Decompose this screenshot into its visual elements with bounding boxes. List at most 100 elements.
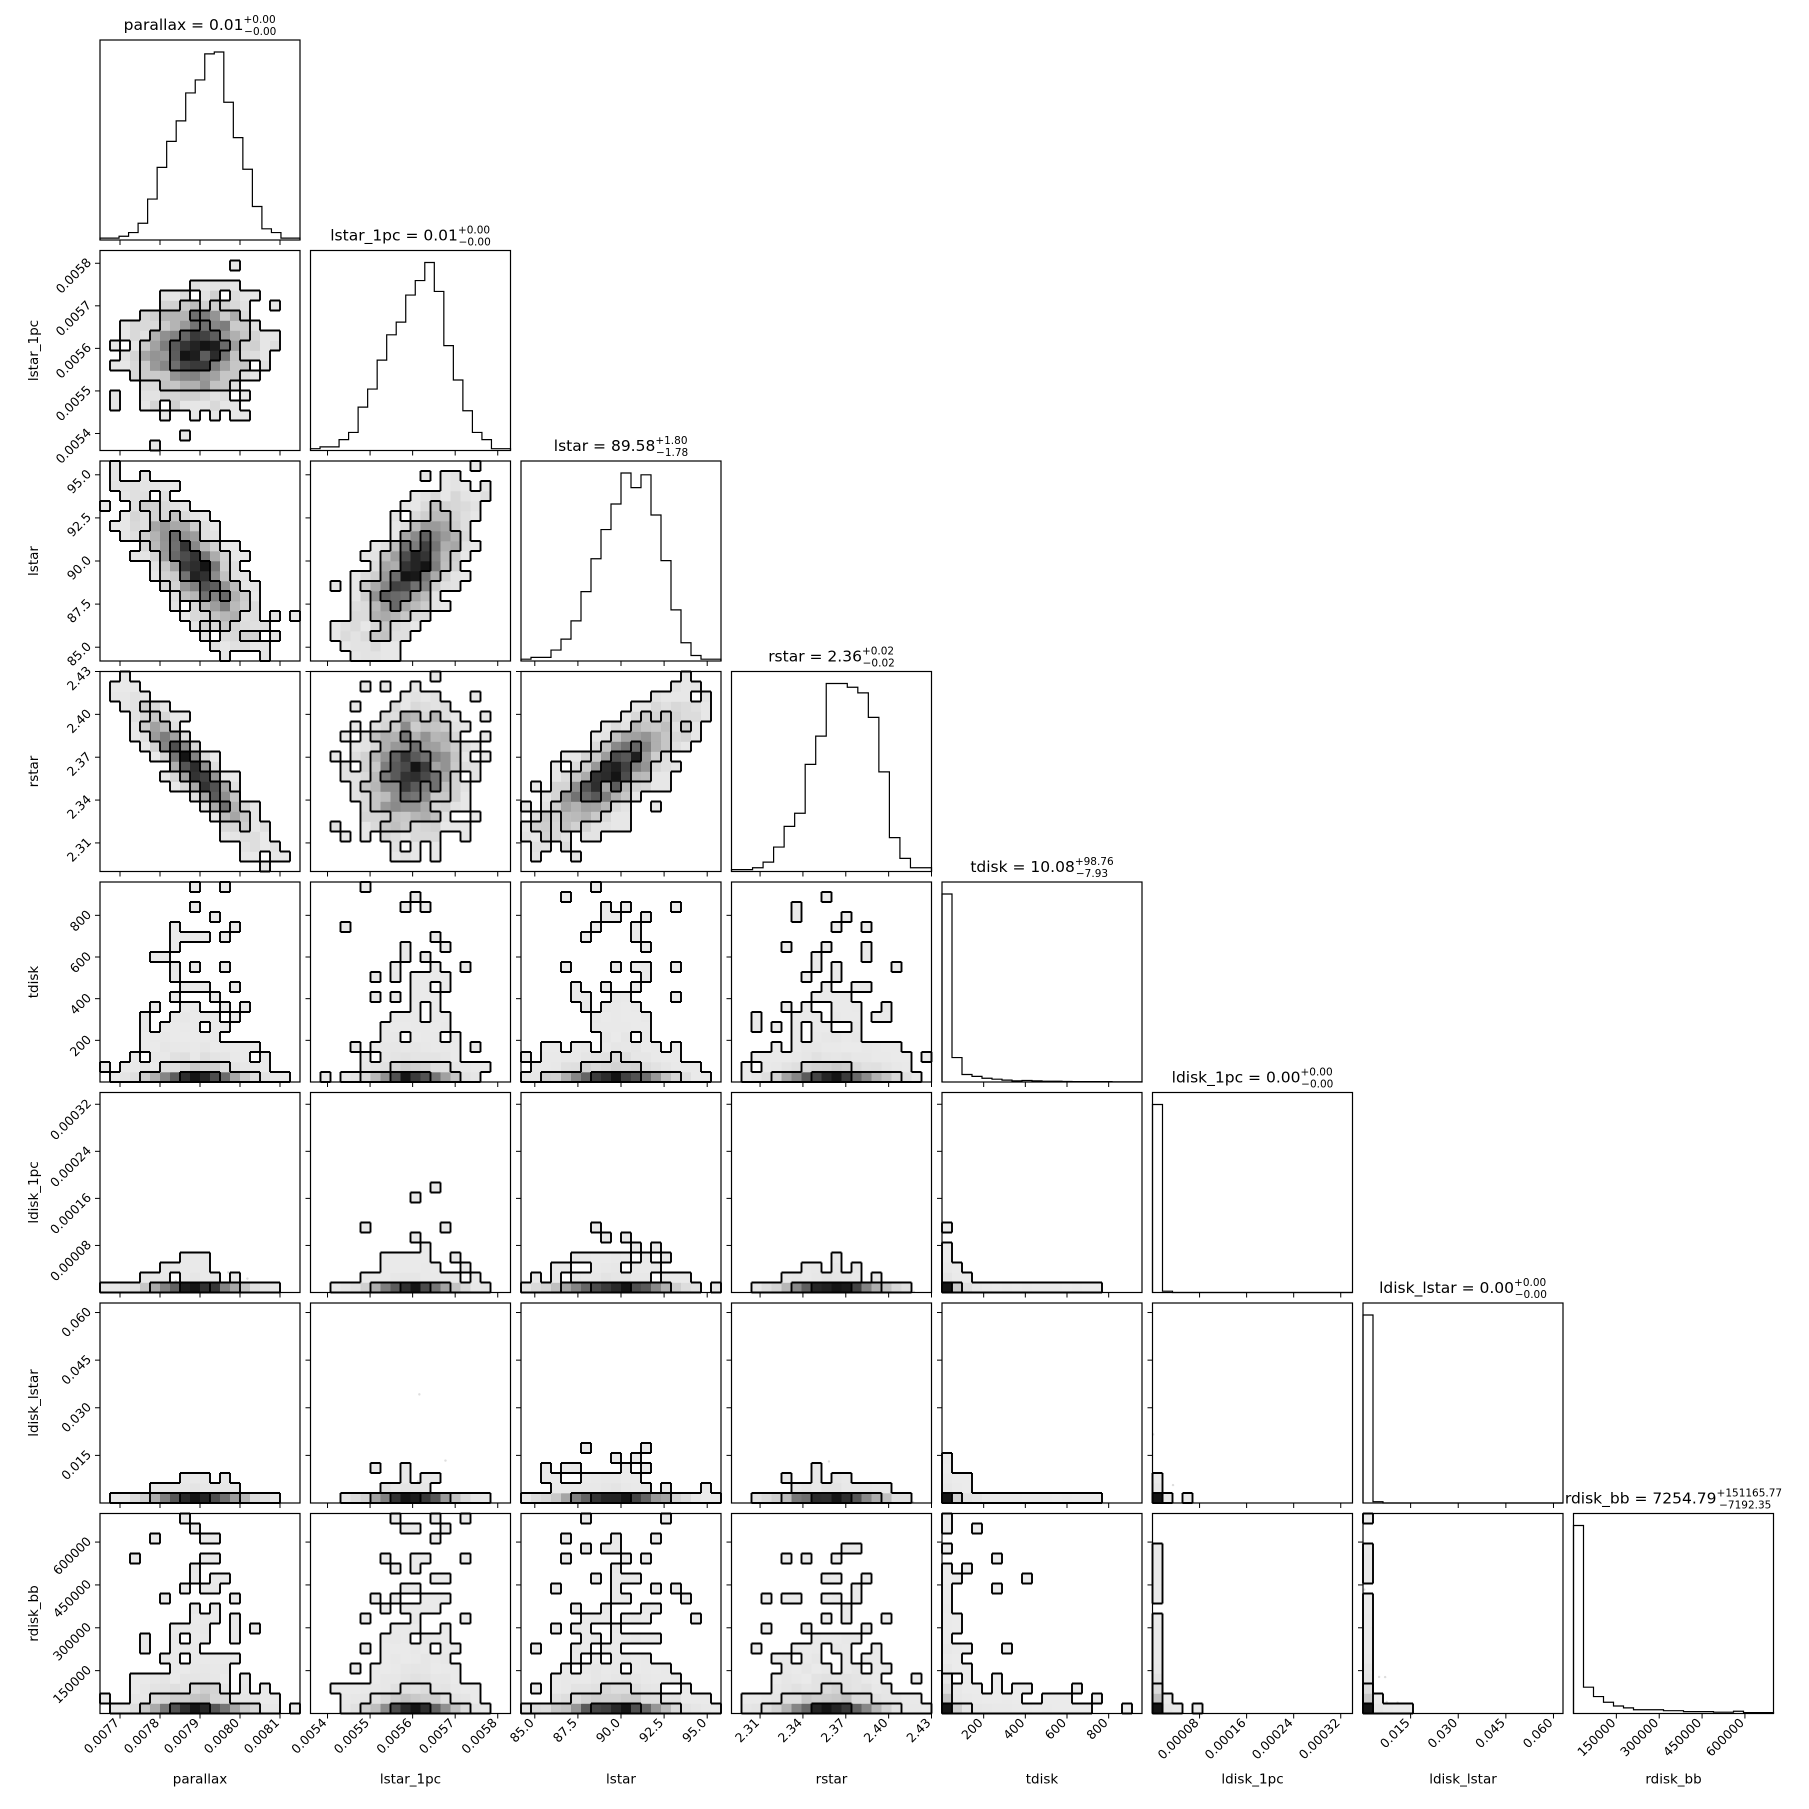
density-cell [621, 1052, 632, 1063]
density-cell [130, 1062, 141, 1073]
density-lstar-vs-lstar_1pc [329, 460, 492, 663]
density-cell [260, 641, 271, 652]
density-cell [460, 551, 471, 562]
density-cell [631, 1042, 642, 1053]
density-cell [631, 711, 642, 722]
density-cell [450, 731, 461, 742]
density-cell [621, 791, 632, 802]
density-cell [240, 571, 251, 582]
density-cell [210, 1072, 221, 1083]
density-cell [531, 781, 542, 792]
density-cell [581, 1002, 592, 1013]
density-cell [681, 671, 692, 682]
density-cell [380, 651, 391, 662]
density-cell [190, 300, 201, 311]
density-cell [230, 300, 241, 311]
density-cell [470, 811, 481, 822]
density-cell [140, 1032, 151, 1043]
density-cell [571, 1052, 582, 1063]
density-cell [631, 751, 642, 762]
density-cell [260, 651, 271, 662]
density-cell [200, 360, 211, 371]
density-cell [641, 771, 652, 782]
density-cell [661, 751, 672, 762]
density-cell [521, 1052, 532, 1063]
density-cell [180, 400, 191, 411]
density-cell [661, 771, 672, 782]
density-cell [400, 781, 411, 792]
density-cell [450, 741, 461, 752]
density-cell [180, 1032, 191, 1043]
density-cell [531, 811, 542, 822]
density-cell [380, 1022, 391, 1033]
density-cell [390, 831, 401, 842]
density-cell [360, 631, 371, 642]
density-cell [130, 350, 141, 361]
density-cell [170, 741, 181, 752]
density-cell [210, 350, 221, 361]
x-tick-label: 0.0079 [161, 1715, 203, 1757]
density-cell [531, 1062, 542, 1073]
x-tick-label: 85.0 [507, 1715, 537, 1745]
density-cell [160, 531, 171, 542]
density-cell [190, 511, 201, 522]
histogram-parallax [99, 51, 301, 240]
density-cell [430, 601, 441, 612]
y-tick-label: 0.0054 [53, 425, 95, 467]
density-cell [430, 1042, 441, 1053]
density-cell [521, 801, 532, 812]
density-cell [160, 300, 171, 311]
density-cell [420, 491, 431, 502]
y-axis-label-lstar_1pc: lstar_1pc [26, 320, 42, 381]
density-cell [601, 721, 612, 732]
density-cell [420, 551, 431, 562]
density-cell [420, 972, 431, 983]
density-cell [581, 771, 592, 782]
density-cell [861, 982, 872, 993]
density-cell [110, 691, 121, 702]
density-cell [440, 972, 451, 983]
density-cell [380, 751, 391, 762]
density-cell [400, 611, 411, 622]
density-cell [400, 731, 411, 742]
density-cell [150, 320, 161, 331]
density-cell [691, 721, 702, 732]
density-cell [851, 1032, 862, 1043]
density-cell [210, 330, 221, 341]
density-cell [430, 831, 441, 842]
density-cell [400, 831, 411, 842]
density-cell [370, 761, 381, 772]
density-cell [571, 801, 582, 812]
density-cell [380, 831, 391, 842]
density-cell [350, 1072, 361, 1083]
density-cell [180, 511, 191, 522]
density-cell [440, 1052, 451, 1063]
density-cell [831, 1042, 842, 1053]
density-cell [410, 741, 421, 752]
x-tick-label: 0.00008 [1155, 1715, 1202, 1762]
density-cell [220, 1022, 231, 1033]
density-cell [440, 481, 451, 492]
density-cell [791, 1072, 802, 1083]
density-cell [410, 571, 421, 582]
density-cell [250, 320, 261, 331]
density-cell [220, 370, 231, 381]
density-cell [821, 1072, 832, 1083]
density-cell [611, 1012, 622, 1023]
density-cell [150, 370, 161, 381]
density-cell [190, 320, 201, 331]
density-cell [811, 1012, 822, 1023]
density-cell [771, 1052, 782, 1063]
density-cell [220, 1062, 231, 1073]
density-cell [210, 811, 221, 822]
density-cell [871, 1062, 882, 1073]
density-cell [160, 310, 171, 321]
density-cell [561, 892, 572, 903]
density-cell [450, 511, 461, 522]
density-cell [691, 711, 702, 722]
density-cell [681, 711, 692, 722]
density-cell [250, 1042, 261, 1053]
density-cell [831, 962, 842, 973]
density-cell [611, 1042, 622, 1053]
density-cell [390, 551, 401, 562]
